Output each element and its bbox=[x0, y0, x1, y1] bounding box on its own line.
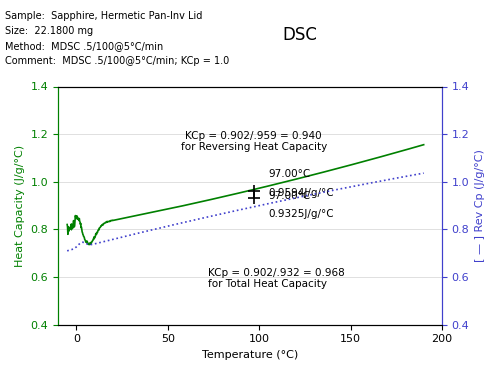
Text: KCp = 0.902/.932 = 0.968
for Total Heat Capacity: KCp = 0.902/.932 = 0.968 for Total Heat … bbox=[208, 267, 344, 289]
Text: 0.9594J/g/°C: 0.9594J/g/°C bbox=[268, 188, 334, 198]
Text: 0.9325J/g/°C: 0.9325J/g/°C bbox=[268, 209, 334, 219]
Y-axis label: [ — ] Rev Cp (J/g/°C): [ — ] Rev Cp (J/g/°C) bbox=[475, 149, 485, 262]
Text: 97.00°C: 97.00°C bbox=[268, 191, 310, 201]
Text: Size:  22.1800 mg: Size: 22.1800 mg bbox=[5, 26, 93, 36]
X-axis label: Temperature (°C): Temperature (°C) bbox=[202, 350, 298, 360]
Y-axis label: Heat Capacity (J/g/°C): Heat Capacity (J/g/°C) bbox=[15, 144, 25, 267]
Text: KCp = 0.902/.959 = 0.940
for Reversing Heat Capacity: KCp = 0.902/.959 = 0.940 for Reversing H… bbox=[180, 130, 327, 152]
Text: 97.00°C: 97.00°C bbox=[268, 170, 310, 179]
Text: Comment:  MDSC .5/100@5°C/min; KCp = 1.0: Comment: MDSC .5/100@5°C/min; KCp = 1.0 bbox=[5, 56, 229, 66]
Text: DSC: DSC bbox=[282, 26, 318, 44]
Text: Method:  MDSC .5/100@5°C/min: Method: MDSC .5/100@5°C/min bbox=[5, 41, 163, 51]
Text: Sample:  Sapphire, Hermetic Pan-Inv Lid: Sample: Sapphire, Hermetic Pan-Inv Lid bbox=[5, 11, 202, 21]
